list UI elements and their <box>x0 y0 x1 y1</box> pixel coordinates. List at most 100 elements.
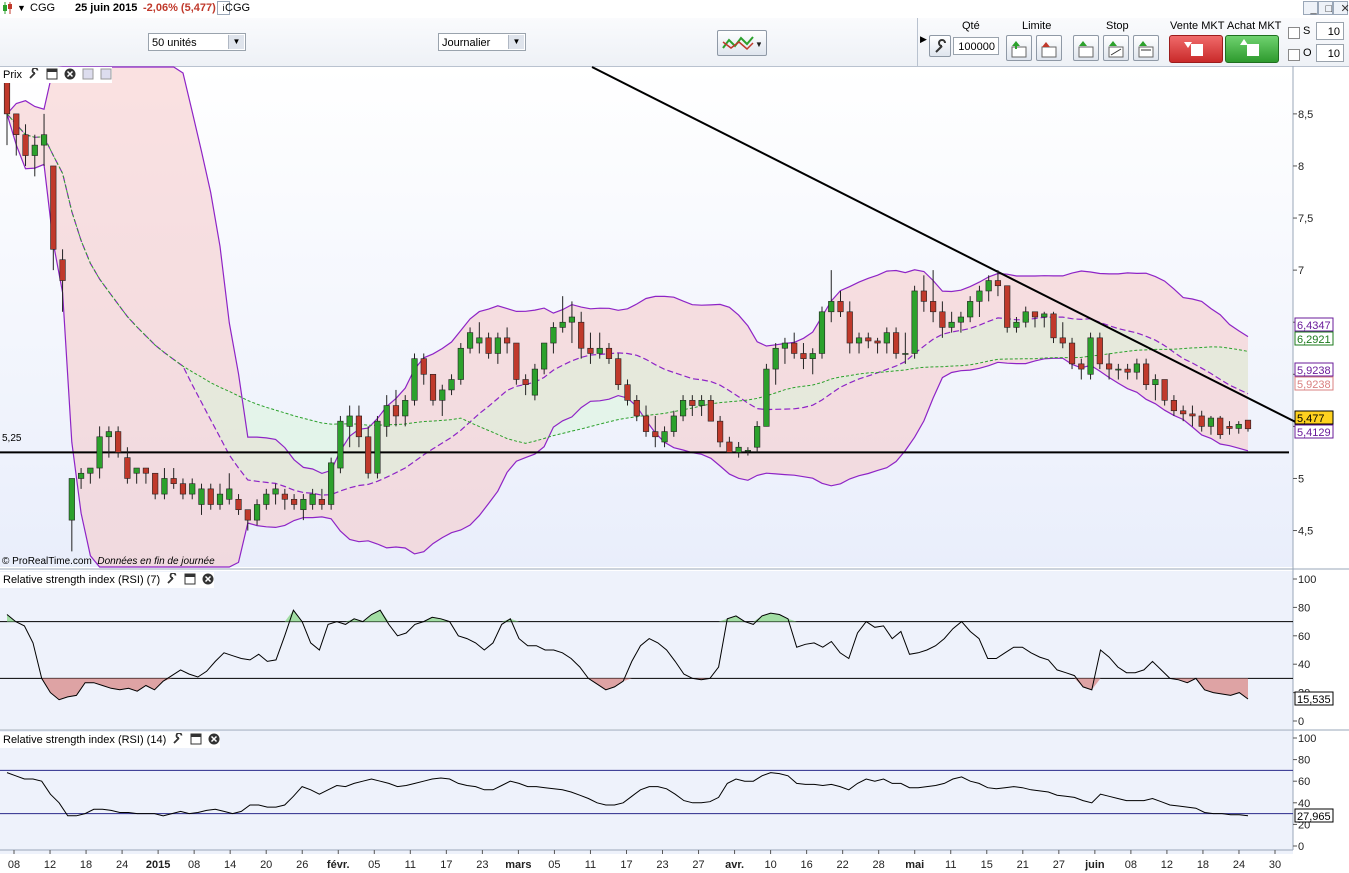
candle <box>596 332 603 359</box>
candle <box>624 379 631 406</box>
s-checkbox[interactable] <box>1288 27 1300 39</box>
candle <box>78 468 85 489</box>
window-icon[interactable] <box>46 68 58 80</box>
window-icon[interactable] <box>190 733 202 745</box>
candle-body <box>902 353 909 355</box>
move-up-icon[interactable] <box>82 68 94 80</box>
x-tick-label: 22 <box>837 859 849 871</box>
wrench-icon[interactable] <box>166 573 178 585</box>
candle-body <box>1152 379 1159 386</box>
candle-body <box>1059 337 1066 344</box>
candle-body <box>115 431 122 453</box>
x-tick-label: 08 <box>188 859 200 871</box>
candle <box>1059 322 1066 349</box>
limit-sell-button[interactable] <box>1036 35 1062 61</box>
dropdown-arrow-icon[interactable]: ▼ <box>17 3 26 13</box>
candle <box>124 447 131 484</box>
svg-text:▼: ▼ <box>755 40 761 49</box>
candle-body <box>1031 311 1039 318</box>
s-field[interactable]: 10 <box>1316 22 1344 40</box>
candle-body <box>402 400 409 417</box>
candle <box>420 353 427 385</box>
x-tick-label: 24 <box>1233 859 1245 871</box>
candle-body <box>1180 410 1187 415</box>
candle <box>226 473 233 505</box>
candle <box>346 405 353 448</box>
o-field[interactable]: 10 <box>1316 44 1344 62</box>
candle-body <box>967 301 974 318</box>
units-select[interactable]: 50 unités ▼ <box>148 33 246 51</box>
candle-body <box>633 400 640 417</box>
candle-body <box>50 165 57 250</box>
limit-buy-button[interactable] <box>1006 35 1032 61</box>
candle-body <box>994 280 1002 287</box>
candle <box>152 472 159 500</box>
candle-body <box>68 478 75 521</box>
rsi7-oversold-fill <box>7 678 1248 700</box>
candle-body <box>189 483 196 495</box>
candle <box>522 374 529 396</box>
close-icon[interactable] <box>208 733 220 745</box>
close-button[interactable]: ✕ <box>1333 1 1349 15</box>
close-icon[interactable] <box>202 573 214 585</box>
candle <box>1124 363 1131 380</box>
rsi14-panel-header: Relative strength index (RSI) (14) <box>0 732 221 748</box>
candle-body <box>818 311 826 354</box>
window-icon[interactable] <box>184 573 196 585</box>
price-value-tag: 6,4347 <box>1294 317 1334 332</box>
minimize-button[interactable]: _ <box>1303 1 1318 15</box>
price-value-tag-box <box>1294 317 1334 332</box>
sell-mkt-button[interactable] <box>1169 35 1223 63</box>
price-y-tick-label: 5 <box>1298 473 1304 485</box>
stop-label: Stop <box>1106 20 1129 32</box>
candle <box>957 311 964 333</box>
stop-sell-button[interactable] <box>1133 35 1159 61</box>
price-panel-header: Prix <box>0 67 113 83</box>
candle <box>605 343 613 364</box>
candle <box>13 113 20 156</box>
candle <box>1106 353 1113 380</box>
collapse-arrow-icon[interactable]: ▶ <box>920 34 927 44</box>
maximize-button[interactable]: □ <box>1318 1 1333 15</box>
candle-body <box>865 337 872 342</box>
candle-body <box>439 389 446 401</box>
price-value-tag: 5,477 <box>1294 410 1334 425</box>
price-value-tag: 5,9238 <box>1294 362 1334 377</box>
x-tick-label: 16 <box>801 859 813 871</box>
stop-buy-button[interactable] <box>1073 35 1099 61</box>
candle <box>939 301 946 338</box>
wrench-icon[interactable] <box>28 68 40 80</box>
candle <box>513 342 520 385</box>
candle-body <box>1198 415 1205 427</box>
candle <box>31 134 38 177</box>
candle-body <box>596 347 603 354</box>
candle <box>1161 379 1168 406</box>
wrench-icon[interactable] <box>172 733 184 745</box>
candle <box>967 296 974 323</box>
stop-buy2-button[interactable] <box>1103 35 1129 61</box>
period-select[interactable]: Journalier ▼ <box>438 33 526 51</box>
candle-body <box>263 493 270 505</box>
wrench-button[interactable] <box>929 35 951 57</box>
indicator-button[interactable]: ▼ <box>717 30 767 56</box>
candle <box>1170 395 1177 416</box>
candle-body <box>1143 363 1150 386</box>
candle <box>457 343 464 385</box>
price-value-tag: 5,9238 <box>1294 376 1334 391</box>
candle-body <box>281 493 288 500</box>
buy-mkt-button[interactable] <box>1225 35 1279 63</box>
x-tick-label: 27 <box>1053 859 1065 871</box>
candle <box>281 488 288 510</box>
candle-body <box>1124 368 1131 373</box>
candle <box>105 426 112 458</box>
candle-body <box>133 467 140 474</box>
o-checkbox[interactable] <box>1288 49 1300 61</box>
qty-field[interactable]: 100000 <box>953 37 999 55</box>
close-icon[interactable] <box>64 68 76 80</box>
candle-body <box>291 498 298 505</box>
price-value-tag-text: 5,9238 <box>1297 379 1331 391</box>
info-icon[interactable]: i <box>217 1 230 15</box>
candle <box>985 275 992 302</box>
chart-area[interactable]: 8,587,576,565,554,5100806040200100806040… <box>0 66 1349 873</box>
move-down-icon[interactable] <box>100 68 112 80</box>
